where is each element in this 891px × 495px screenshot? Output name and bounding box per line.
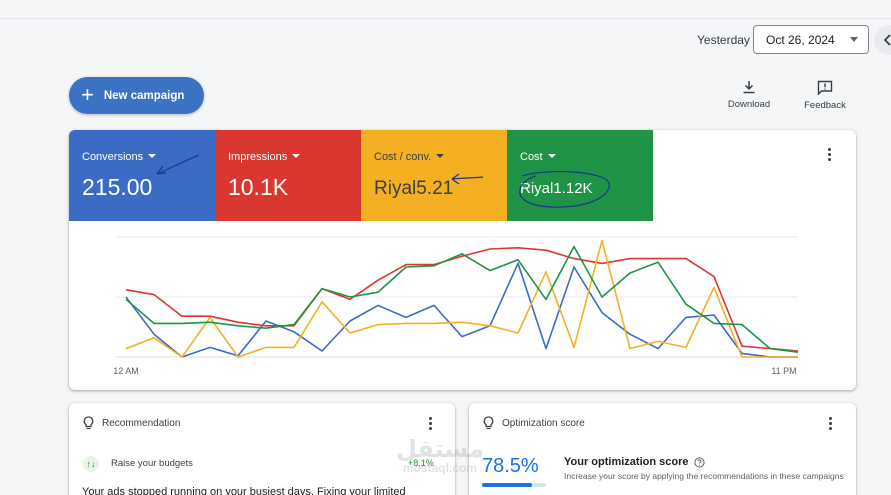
- plus-icon: +: [81, 81, 94, 107]
- metric-value: 215.00: [82, 174, 153, 200]
- download-label: Download: [727, 99, 771, 110]
- series-line-0: [125, 262, 798, 358]
- collapse-panel-button[interactable]: [874, 25, 891, 55]
- arrow-annotation-icon: [156, 154, 200, 175]
- optimization-header: Optimization score: [483, 416, 585, 430]
- x-tick-label-end: 11 PM: [771, 366, 796, 376]
- recommendation-item[interactable]: Raise your budgets: [111, 458, 193, 469]
- caret-down-icon: [292, 154, 301, 158]
- feedback-button[interactable]: Feedback: [802, 80, 848, 111]
- more-options-icon[interactable]: [829, 417, 832, 430]
- metric-value: 10.1K: [228, 174, 289, 200]
- metric-tile-impressions[interactable]: Impressions 10.1K: [215, 130, 361, 221]
- caret-down-icon: [436, 154, 445, 158]
- metric-label[interactable]: Conversions: [82, 151, 157, 163]
- new-campaign-label: New campaign: [103, 89, 185, 102]
- download-button[interactable]: Download: [727, 80, 771, 110]
- optimization-score-bar: [482, 483, 546, 487]
- metric-label[interactable]: Cost / conv.: [374, 151, 445, 163]
- recommendation-header: Recommendation: [83, 416, 180, 430]
- recommendation-card: Recommendation ↑↓ Raise your budgets +8.…: [69, 403, 455, 495]
- arrow-annotation-icon: [451, 173, 484, 185]
- download-icon: [743, 81, 755, 94]
- trending-up-icon: ↑↓: [83, 456, 99, 472]
- feedback-label: Feedback: [804, 100, 846, 111]
- performance-card: Conversions 215.00 Impressions 10.1K Cos…: [69, 130, 856, 390]
- recommendation-body: Your ads stopped running on your busiest…: [82, 486, 406, 495]
- performance-chart: 12 AM 11 PM: [113, 236, 799, 376]
- metric-tile-conversions[interactable]: Conversions 215.00: [69, 130, 215, 221]
- optimization-card: Optimization score 78.5% Your optimizati…: [469, 403, 856, 495]
- series-line-3: [125, 245, 799, 353]
- caret-down-icon: [547, 154, 556, 158]
- more-options-icon[interactable]: [429, 417, 432, 430]
- metric-tile-cost[interactable]: Cost Riyal1.12K: [507, 130, 653, 221]
- lightbulb-icon: [83, 416, 94, 430]
- recommendation-delta: +8.1%: [408, 458, 434, 468]
- date-range-label: Yesterday: [697, 33, 750, 47]
- metric-label[interactable]: Cost: [520, 151, 556, 163]
- more-options-icon[interactable]: [828, 148, 831, 161]
- metric-value: Riyal5.21: [374, 178, 454, 199]
- date-range-select[interactable]: Oct 26, 2024: [753, 25, 869, 54]
- series-line-2: [125, 239, 798, 358]
- help-icon[interactable]: [694, 456, 706, 468]
- chevron-left-icon: [883, 34, 891, 46]
- date-value: Oct 26, 2024: [766, 32, 835, 47]
- lightbulb-icon: [483, 416, 494, 430]
- x-tick-label-start: 12 AM: [113, 366, 139, 376]
- optimization-heading: Your optimization score: [564, 456, 706, 468]
- new-campaign-button[interactable]: + New campaign: [69, 77, 204, 114]
- optimization-description: Increase your score by applying the reco…: [564, 471, 844, 481]
- optimization-score: 78.5%: [482, 455, 539, 477]
- series-line-1: [125, 246, 799, 352]
- top-divider: [0, 18, 891, 19]
- optimization-score-bar-fill: [482, 483, 533, 487]
- recommendation-title: Recommendation: [102, 417, 181, 429]
- metric-value: Riyal1.12K: [520, 180, 593, 197]
- circle-annotation-icon: [519, 170, 610, 208]
- optimization-title: Optimization score: [502, 417, 585, 429]
- caret-down-icon: [148, 154, 157, 158]
- metric-tile-cost-per-conversion[interactable]: Cost / conv. Riyal5.21: [361, 130, 507, 221]
- metric-label[interactable]: Impressions: [228, 151, 301, 163]
- dropdown-caret-icon: [850, 37, 858, 42]
- feedback-icon: [817, 80, 833, 95]
